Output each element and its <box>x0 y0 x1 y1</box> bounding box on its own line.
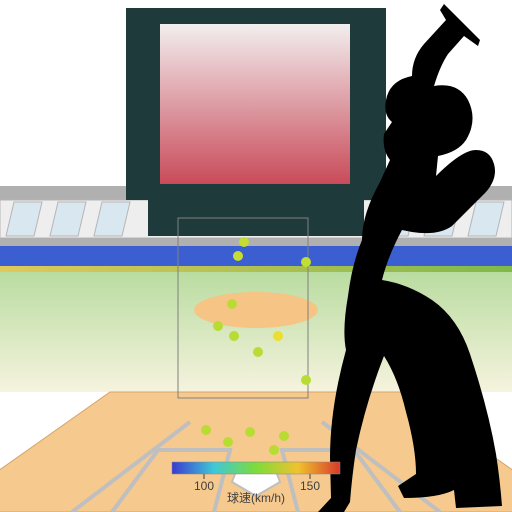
legend-tick-label: 100 <box>194 479 214 493</box>
legend-colorbar <box>172 462 340 474</box>
scoreboard-screen <box>160 24 350 184</box>
pitch-marker <box>233 251 243 261</box>
pitch-marker <box>279 431 289 441</box>
pitch-marker <box>239 237 249 247</box>
legend-title: 球速(km/h) <box>227 491 285 505</box>
pitch-marker <box>227 299 237 309</box>
outfield-wall <box>0 246 512 266</box>
pitch-marker <box>301 375 311 385</box>
wall-stripe <box>0 266 512 272</box>
pitch-marker <box>253 347 263 357</box>
legend-tick-label: 150 <box>300 479 320 493</box>
pitch-marker <box>273 331 283 341</box>
pitch-marker <box>223 437 233 447</box>
pitch-marker <box>301 257 311 267</box>
pitch-marker <box>201 425 211 435</box>
pitch-marker <box>269 445 279 455</box>
mound <box>194 292 318 328</box>
pitch-marker <box>229 331 239 341</box>
pitch-marker <box>245 427 255 437</box>
pitch-marker <box>213 321 223 331</box>
rail-bot <box>0 238 512 246</box>
